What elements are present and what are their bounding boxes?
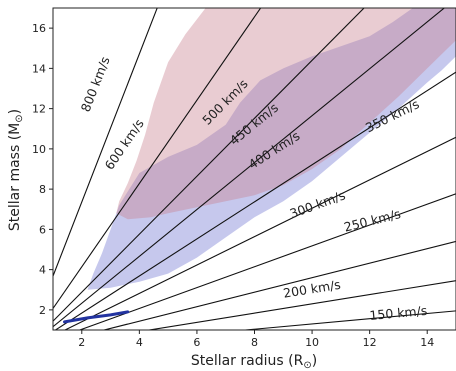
contour-line-layer <box>53 8 456 330</box>
x-axis-label-close: ) <box>312 353 317 369</box>
contour-line-10 <box>239 310 456 330</box>
y-tick-label: 14 <box>32 62 46 75</box>
contour-line-3 <box>53 8 365 322</box>
contour-line-2 <box>53 8 262 310</box>
x-tick-label: 12 <box>363 336 377 349</box>
contour-line-4 <box>53 8 446 328</box>
contour-line-5 <box>54 71 456 330</box>
x-tick-label: 8 <box>251 336 258 349</box>
contour-label-10: 150 km/s <box>369 303 428 323</box>
x-tick-label: 2 <box>78 336 85 349</box>
x-axis-ticks: 2 4 6 8 10 12 14 <box>78 330 434 349</box>
x-axis-sun-symbol: ⊙ <box>303 360 311 371</box>
y-tick-label: 10 <box>32 143 46 156</box>
y-axis-label-close: ) <box>7 109 23 114</box>
contour-line-9 <box>145 280 456 330</box>
contour-line-8 <box>101 240 456 330</box>
y-tick-label: 8 <box>39 183 46 196</box>
x-tick-label: 10 <box>305 336 319 349</box>
y-axis-sun-symbol: ⊙ <box>14 114 25 122</box>
x-tick-label: 6 <box>193 336 200 349</box>
x-tick-label: 4 <box>136 336 143 349</box>
y-tick-label: 16 <box>32 22 46 35</box>
contour-label-7: 300 km/s <box>288 187 348 221</box>
y-tick-label: 4 <box>39 264 46 277</box>
contour-label-8: 250 km/s <box>342 206 402 235</box>
y-tick-label: 2 <box>39 304 46 317</box>
y-axis-ticks: 2 4 6 8 10 12 14 16 <box>32 22 53 317</box>
contour-line-7 <box>78 193 456 330</box>
contour-label-1: 800 km/s <box>78 54 113 113</box>
contour-line-1 <box>53 8 158 278</box>
y-tick-label: 6 <box>39 223 46 236</box>
x-axis-label-text: Stellar radius (R <box>191 353 304 369</box>
x-axis-label: Stellar radius (R⊙) <box>191 353 317 371</box>
y-axis-label: Stellar mass (M⊙) <box>7 109 25 231</box>
contour-line-6 <box>63 136 456 330</box>
contour-label-9: 200 km/s <box>282 277 342 301</box>
x-tick-label: 14 <box>420 336 434 349</box>
y-tick-label: 12 <box>32 103 46 116</box>
segment-line <box>63 310 130 324</box>
region-2 <box>116 8 456 220</box>
y-axis-label-text: Stellar mass (M <box>7 123 23 231</box>
segment-layer <box>63 310 130 324</box>
